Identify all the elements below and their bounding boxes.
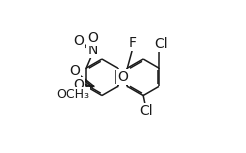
Text: Cl: Cl bbox=[154, 37, 168, 51]
Text: O: O bbox=[74, 78, 84, 92]
Text: O: O bbox=[88, 31, 99, 45]
Text: OCH₃: OCH₃ bbox=[56, 88, 89, 101]
Text: O: O bbox=[117, 70, 128, 84]
Text: F: F bbox=[129, 35, 137, 50]
Text: Cl: Cl bbox=[139, 104, 153, 118]
Text: N: N bbox=[87, 43, 98, 57]
Text: O: O bbox=[69, 64, 80, 78]
Text: O: O bbox=[74, 34, 84, 48]
